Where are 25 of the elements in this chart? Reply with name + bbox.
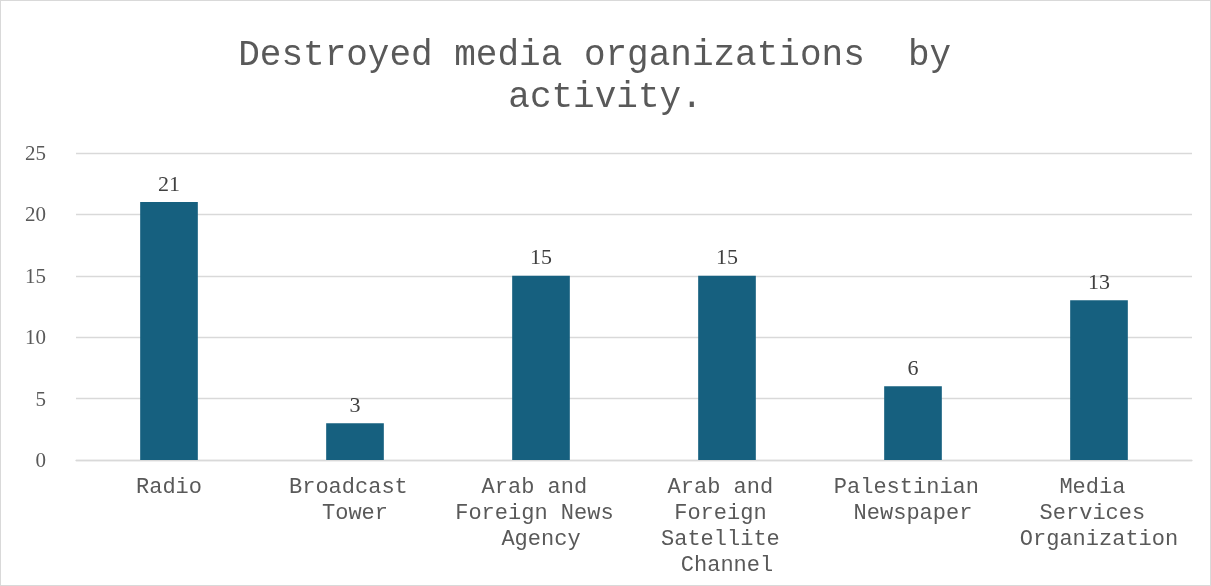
bar [326, 423, 384, 460]
x-tick-label: Media Services Organization [1019, 474, 1179, 552]
x-tick-label: Broadcast Tower [288, 474, 422, 526]
y-tick-label: 25 [25, 141, 46, 165]
data-label: 15 [530, 244, 552, 270]
chart-title: Destroyed media organizations by activity. [238, 34, 973, 118]
bar [698, 275, 756, 460]
data-label: 15 [716, 244, 738, 270]
data-label: 21 [158, 170, 180, 196]
y-tick-label: 10 [25, 325, 46, 350]
x-tick-label: Arab and Foreign Satellite Channel [660, 474, 794, 578]
bar [140, 202, 198, 460]
data-label: 3 [349, 391, 361, 417]
y-tick-label: 5 [35, 386, 46, 411]
x-tick-label: Radio [135, 474, 203, 500]
bar [1070, 300, 1128, 460]
x-tick-label: Arab and Foreign News Agency [455, 474, 627, 552]
data-label: 6 [907, 354, 919, 380]
y-tick-label: 0 [35, 448, 46, 472]
bar [884, 386, 942, 460]
data-label: 13 [1088, 268, 1110, 294]
x-tick-label: Palestinian Newspaper [833, 474, 993, 526]
bar [512, 275, 570, 460]
y-tick-label: 20 [25, 202, 46, 227]
y-tick-label: 15 [25, 263, 46, 288]
